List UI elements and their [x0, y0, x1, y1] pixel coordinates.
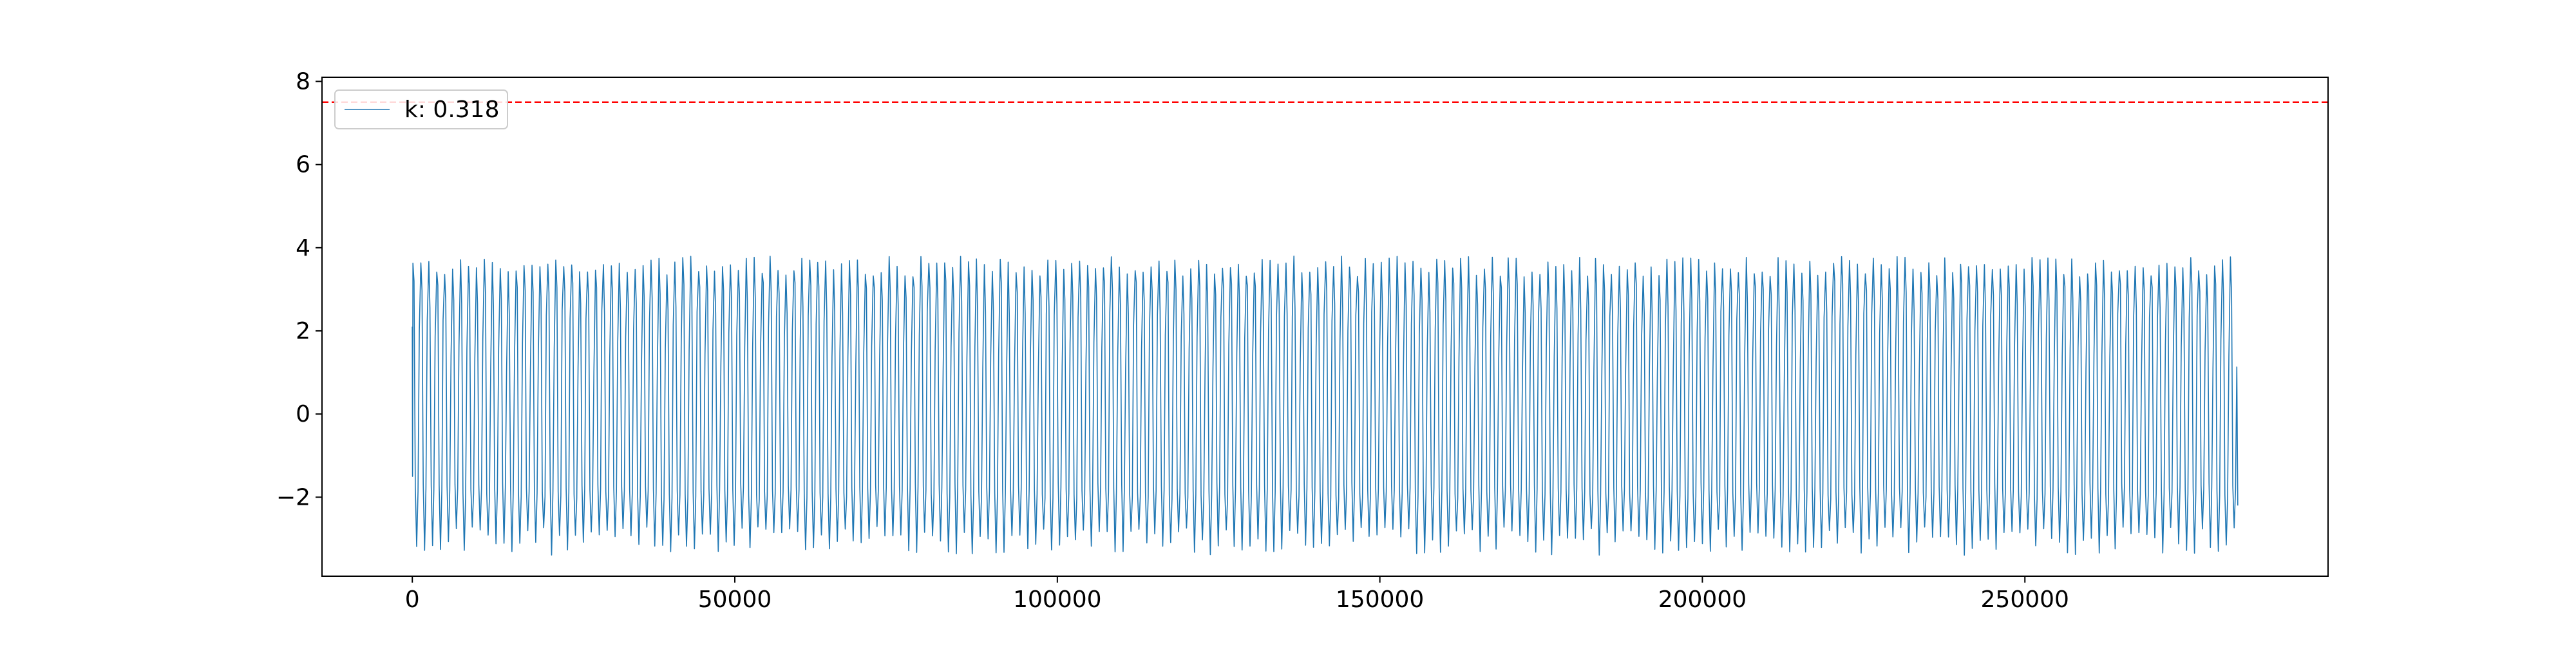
- legend-box: [334, 89, 508, 129]
- plot-frame: [321, 77, 2329, 577]
- y-tick-label: 8: [296, 68, 310, 95]
- y-tick-label: 6: [296, 152, 310, 178]
- x-tick-label: 100000: [1013, 586, 1101, 613]
- x-tick-label: 200000: [1658, 586, 1747, 613]
- series-line: [412, 256, 2239, 556]
- x-tick-label: 50000: [698, 586, 772, 613]
- y-tick-label: 2: [296, 318, 310, 344]
- y-tick-label: −2: [276, 484, 310, 511]
- y-tick-label: 0: [296, 401, 310, 427]
- x-tick-label: 250000: [1981, 586, 2069, 613]
- y-tick-label: 4: [296, 235, 310, 261]
- legend-label: k: 0.318: [404, 97, 499, 123]
- x-tick-label: 150000: [1336, 586, 1424, 613]
- x-tick-label: 0: [405, 586, 420, 613]
